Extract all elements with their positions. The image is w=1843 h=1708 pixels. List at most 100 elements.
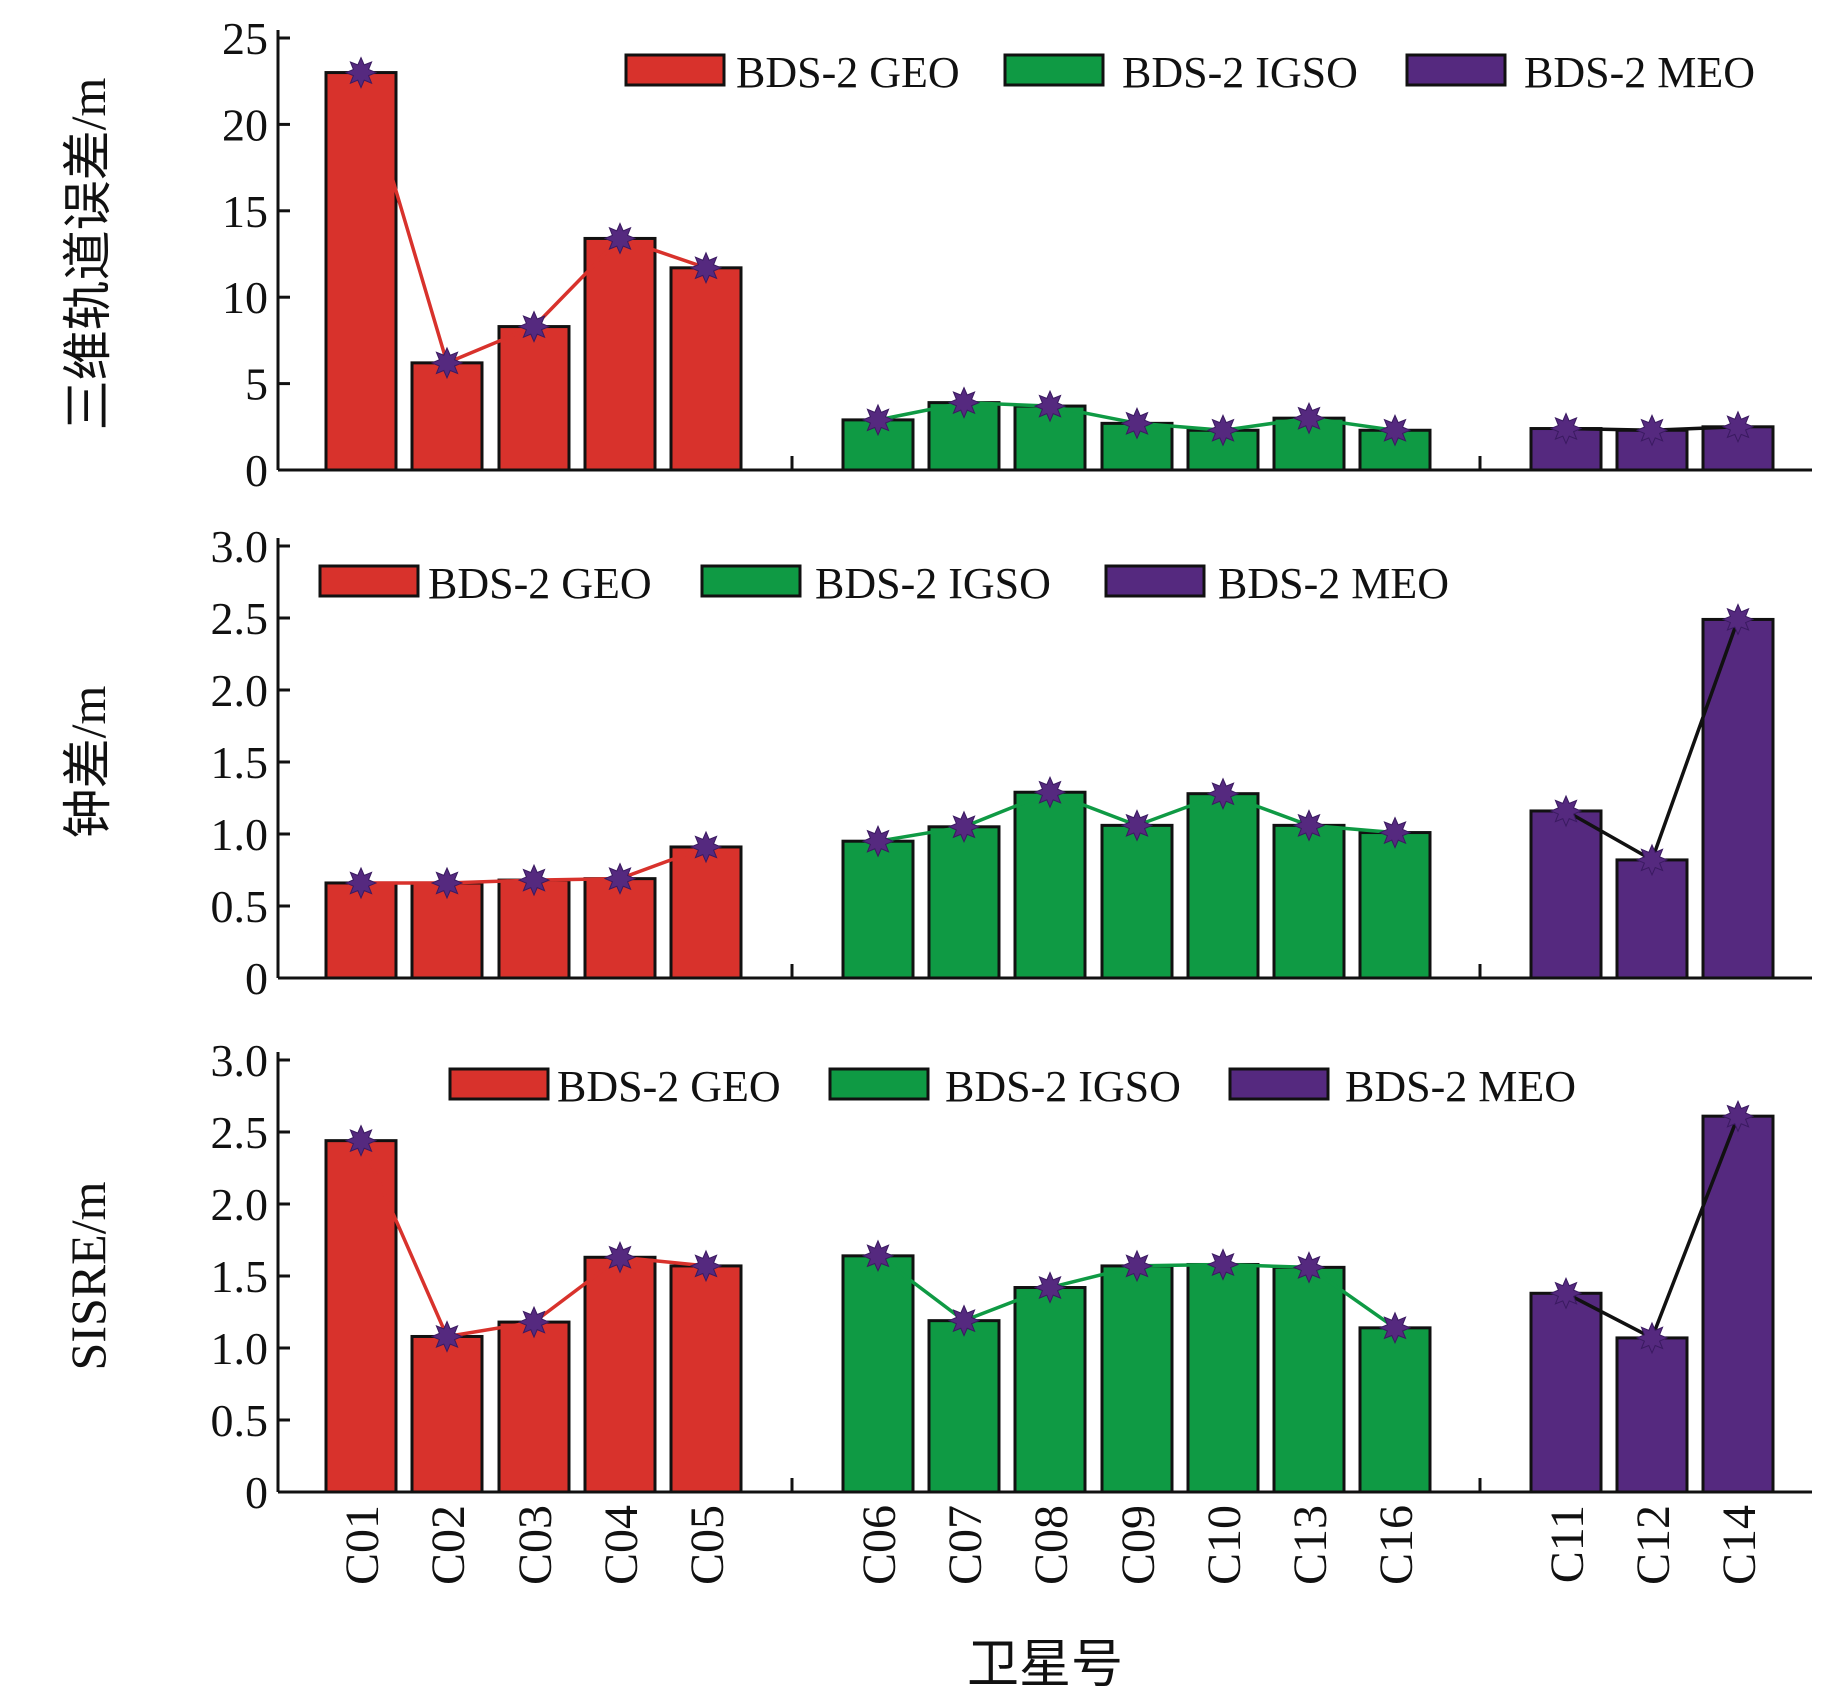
y-axis-label: SISRE/m [60, 1181, 116, 1370]
x-tick-label-c10: C10 [1198, 1505, 1251, 1585]
legend-label-meo: BDS-2 MEO [1218, 559, 1449, 608]
marker-c06 [861, 403, 895, 437]
bar-c07 [927, 401, 1001, 472]
y-tick-label: 0.5 [211, 1395, 269, 1446]
y-tick-label: 0 [245, 953, 268, 1004]
marker-c10 [1206, 777, 1240, 810]
bar-c03 [497, 1320, 571, 1494]
marker-c09 [1120, 407, 1154, 440]
y-tick-label: 2.0 [211, 1179, 269, 1230]
y-tick-label: 2.5 [211, 1107, 269, 1158]
legend-swatch-geo [318, 564, 420, 598]
marker-c07 [947, 1304, 981, 1337]
marker-c16 [1378, 1311, 1412, 1345]
legend-swatch-igso [1003, 53, 1105, 87]
bar-c13 [1272, 1265, 1346, 1494]
marker-c02 [430, 1320, 464, 1353]
x-tick-label-c05: C05 [681, 1505, 734, 1585]
marker-c01 [344, 56, 378, 89]
legend-label-igso: BDS-2 IGSO [815, 559, 1051, 608]
legend-label-igso: BDS-2 IGSO [1122, 48, 1358, 97]
marker-c05 [689, 251, 723, 285]
x-tick-label-c08: C08 [1025, 1505, 1078, 1585]
x-tick-label-c04: C04 [595, 1505, 648, 1585]
x-tick-label-c07: C07 [939, 1505, 992, 1585]
y-axis-label: 钟差/m [60, 686, 116, 839]
marker-c07 [947, 810, 981, 844]
legend-swatch-geo [448, 1067, 550, 1101]
marker-c10 [1206, 1248, 1240, 1281]
y-tick-label: 15 [222, 186, 268, 237]
legend-label-geo: BDS-2 GEO [736, 48, 960, 97]
x-tick-label-c09: C09 [1112, 1505, 1165, 1585]
marker-c04 [603, 862, 637, 895]
bar-c07 [927, 1319, 1001, 1494]
bar-c09 [1100, 1264, 1174, 1494]
bar-c05 [669, 845, 743, 980]
x-tick-labels: C01 C02 C03 C04 C05 C06 C07 C08 C09 C10 C13 C16 C11 C… [336, 1505, 1766, 1585]
y-axis-label: 三维轨道误差/m [60, 78, 116, 431]
bar-c01 [324, 1139, 398, 1494]
y-tick-label: 2.0 [211, 665, 269, 716]
bar-c05 [669, 1264, 743, 1494]
legend-swatch-meo [1405, 53, 1507, 87]
marker-c08 [1033, 389, 1067, 423]
bar-c11 [1529, 809, 1603, 980]
x-tick-label-c02: C02 [422, 1505, 475, 1585]
bar-c08 [1013, 790, 1087, 980]
bar-c14 [1701, 1114, 1775, 1494]
y-tick-label: 0 [245, 445, 268, 496]
x-tick-label-c12: C12 [1627, 1505, 1680, 1585]
marker-c13 [1292, 809, 1326, 842]
x-tick-label-c03: C03 [509, 1505, 562, 1585]
y-tick-label: 0 [245, 1467, 268, 1518]
legend-label-meo: BDS-2 MEO [1345, 1062, 1576, 1111]
bar-c12 [1615, 1336, 1689, 1494]
bar-c06 [841, 1254, 915, 1494]
x-tick-label-c13: C13 [1284, 1505, 1337, 1585]
legend-label-meo: BDS-2 MEO [1524, 48, 1755, 97]
bar-c01 [324, 71, 398, 472]
marker-c13 [1292, 1251, 1326, 1284]
marker-c01 [344, 1124, 378, 1157]
marker-c05 [689, 1249, 723, 1283]
chart-panel-2: 0 0.5 1.0 1.5 2.0 2.5 3.0 钟差/m BDS-2 GEO BDS-2 IG… [60, 521, 1812, 1004]
marker-c03 [517, 310, 551, 343]
marker-c12 [1635, 414, 1669, 447]
legend-swatch-igso [828, 1067, 930, 1101]
x-axis-label: 卫星号 [967, 1637, 1123, 1694]
legend-swatch-geo [624, 53, 726, 87]
bar-c06 [841, 839, 915, 980]
marker-c11 [1549, 1277, 1583, 1310]
marker-c09 [1120, 809, 1154, 842]
marker-c16 [1378, 414, 1412, 447]
marker-c11 [1549, 412, 1583, 445]
marker-c04 [603, 222, 637, 255]
marker-c10 [1206, 414, 1240, 447]
bar-c04 [583, 877, 657, 980]
marker-c12 [1635, 843, 1669, 877]
x-tick-label-c06: C06 [853, 1505, 906, 1585]
y-tick-label: 1.5 [211, 1251, 269, 1302]
bar-c11 [1529, 1291, 1603, 1494]
bar-c16 [1358, 428, 1432, 472]
y-tick-label: 0.5 [211, 881, 269, 932]
bar-c13 [1272, 823, 1346, 980]
marker-c07 [947, 386, 981, 419]
bar-c02 [410, 1334, 484, 1494]
marker-c02 [430, 346, 464, 380]
bar-c12 [1615, 428, 1689, 472]
bar-c08 [1013, 1286, 1087, 1494]
chart-panel-1: 0 5 10 15 20 25 三维轨道误差/m BDS-2 GEO BDS-2 IGSO BDS… [60, 13, 1812, 496]
legend-label-geo: BDS-2 GEO [557, 1062, 781, 1111]
legend-swatch-igso [700, 564, 802, 598]
bar-c16 [1358, 831, 1432, 980]
bar-c07 [927, 825, 1001, 980]
y-tick-label: 5 [245, 359, 268, 410]
x-tick-label-c16: C16 [1370, 1505, 1423, 1585]
x-tick-label-c01: C01 [336, 1505, 389, 1585]
marker-c14 [1721, 603, 1755, 636]
y-tick-label: 1.0 [211, 809, 269, 860]
